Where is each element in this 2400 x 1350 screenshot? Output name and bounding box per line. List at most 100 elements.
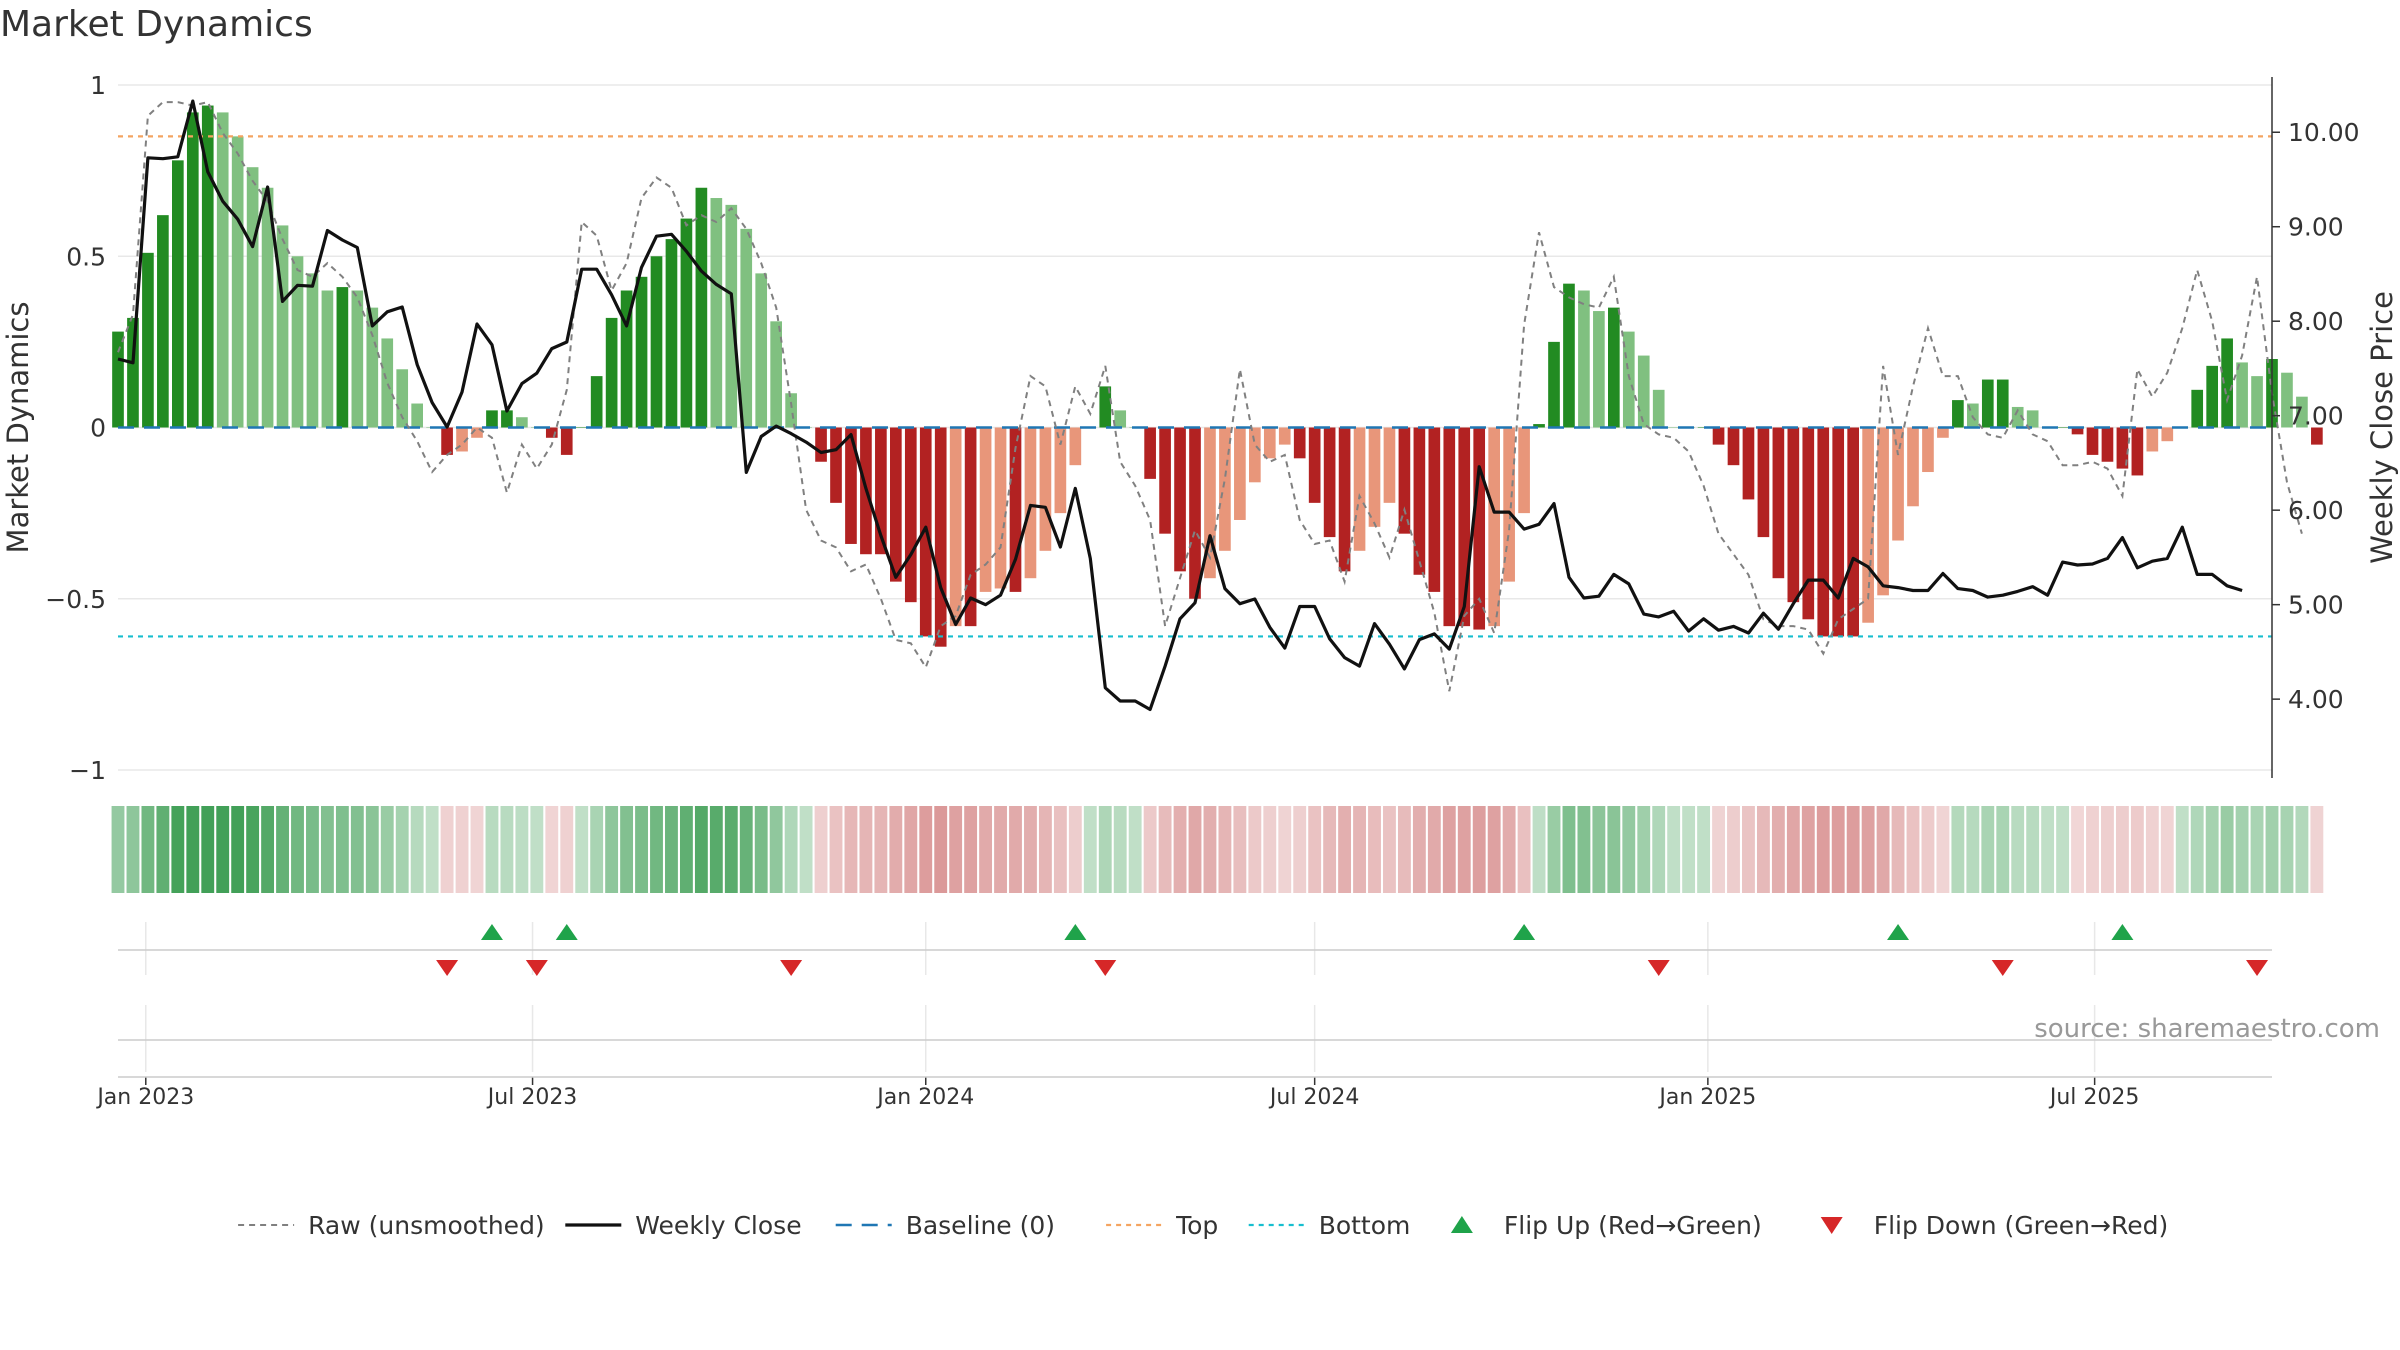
signal-bar: [695, 187, 708, 428]
signal-bar: [1323, 427, 1336, 538]
regime-cell: [261, 806, 275, 893]
signal-bar: [889, 427, 902, 582]
legend-item-flipdown: Flip Down (Green→Red): [1820, 1211, 2169, 1240]
signal-bar: [1907, 427, 1919, 507]
regime-cell: [1637, 806, 1651, 893]
signal-bar: [635, 276, 648, 428]
left-tick-label: 1: [90, 71, 106, 100]
regime-cell: [2071, 806, 2084, 893]
regime-cell: [126, 806, 140, 893]
bar-layer: [112, 105, 2323, 647]
regime-cell: [1038, 806, 1052, 893]
signal-bar: [1742, 427, 1755, 500]
regime-cell: [1831, 806, 1845, 893]
regime-cell: [1098, 806, 1112, 893]
regime-cell: [575, 806, 589, 893]
regime-cell: [2205, 806, 2219, 893]
signal-bar: [1802, 427, 1815, 620]
signal-bar: [1398, 427, 1411, 534]
regime-cell: [1457, 806, 1471, 893]
regime-cell: [724, 806, 738, 893]
regime-cell: [395, 806, 409, 893]
signal-bar: [1817, 427, 1830, 637]
signal-bar: [1338, 427, 1351, 572]
regime-cell: [1308, 806, 1322, 893]
regime-cell: [410, 806, 424, 893]
signal-bar: [2116, 427, 2129, 469]
regime-cell: [1801, 806, 1815, 893]
regime-cell: [934, 806, 948, 893]
signal-bar: [934, 427, 947, 647]
signal-bar: [1757, 427, 1770, 538]
regime-cell: [1278, 806, 1292, 893]
signal-bar: [516, 417, 528, 428]
regime-cell: [111, 806, 125, 893]
legend-label: Flip Down (Green→Red): [1874, 1211, 2169, 1240]
signal-bar: [336, 287, 349, 428]
regime-cell: [2175, 806, 2189, 893]
regime-cell: [2101, 806, 2114, 893]
right-tick-label: 5.00: [2288, 591, 2344, 620]
regime-cell: [1248, 806, 1262, 893]
regime-cell: [1577, 806, 1591, 893]
regime-cell: [1981, 806, 1995, 893]
regime-cell: [2295, 806, 2309, 893]
signal-bar: [680, 218, 693, 428]
regime-cell: [560, 806, 574, 893]
signal-bar: [2131, 427, 2144, 476]
regime-cell: [1517, 806, 1531, 893]
regime-cell: [1068, 806, 1082, 893]
weekly-close-line: [117, 99, 2243, 712]
flip-down-marker: [1991, 960, 2014, 976]
signal-bar: [1952, 400, 1964, 428]
signal-bar: [1204, 427, 1216, 579]
signal-bar: [171, 160, 184, 428]
regime-cell: [2011, 806, 2025, 893]
signal-bar: [650, 256, 663, 428]
signal-bar: [1996, 379, 2009, 428]
signal-bar: [142, 252, 154, 428]
signal-bar: [710, 198, 723, 428]
signal-bar: [1563, 283, 1575, 428]
axis-layer: 1 0.5 0 −0.5 −1 10.00 9.00 8.00 7.00 6.00 5.00 4.00…: [1, 71, 2399, 1110]
regime-cell: [500, 806, 514, 893]
signal-bar: [560, 427, 573, 455]
signal-bar: [411, 403, 424, 428]
legend-label: Flip Up (Red→Green): [1504, 1211, 1762, 1240]
flip-down-marker: [780, 960, 803, 976]
signal-bar: [2206, 365, 2219, 428]
regime-cell: [2130, 806, 2144, 893]
signal-bar: [366, 307, 379, 428]
x-tick-label: Jan 2025: [1657, 1085, 1756, 1110]
regime-cell: [1412, 806, 1426, 893]
flip-markers: [118, 922, 2272, 1078]
x-tick-label: Jan 2023: [95, 1085, 194, 1110]
regime-cell: [590, 806, 604, 893]
flip-down-marker: [525, 960, 548, 976]
x-tick-label: Jan 2024: [875, 1085, 974, 1110]
signal-bar: [949, 427, 962, 627]
regime-cell: [2235, 806, 2249, 893]
regime-cell: [1128, 806, 1142, 893]
regime-cell: [1353, 806, 1366, 893]
regime-cell: [1368, 806, 1381, 893]
regime-cell: [1009, 806, 1022, 893]
regime-strip: [111, 806, 2324, 893]
signal-bar: [1832, 427, 1845, 637]
signal-bar: [1189, 427, 1201, 599]
signal-bar: [1263, 427, 1276, 459]
regime-cell: [2250, 806, 2264, 893]
signal-bar: [1099, 386, 1112, 428]
legend-label: Raw (unsmoothed): [308, 1211, 545, 1240]
legend-item-close: Weekly Close: [565, 1211, 802, 1240]
regime-cell: [1293, 806, 1307, 893]
regime-cell: [350, 806, 364, 893]
signal-bar: [1922, 427, 1934, 473]
right-tick-label: 10.00: [2288, 118, 2360, 147]
regime-cell: [2086, 806, 2099, 893]
flip-up-marker: [1064, 924, 1087, 940]
signal-bar: [725, 204, 738, 428]
regime-cell: [455, 806, 469, 893]
regime-cell: [1562, 806, 1576, 893]
